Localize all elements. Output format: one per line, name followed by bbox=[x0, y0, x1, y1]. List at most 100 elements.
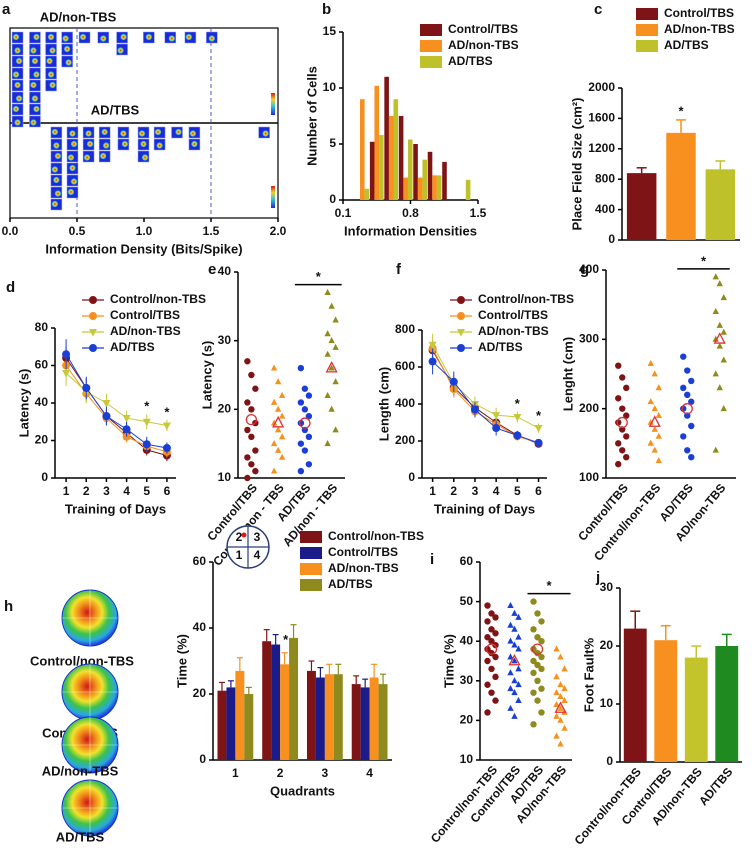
y-tick-label: 0 bbox=[41, 470, 48, 484]
point bbox=[270, 467, 278, 474]
point bbox=[538, 618, 545, 625]
inset-label: 2 bbox=[236, 530, 243, 544]
point bbox=[511, 641, 518, 648]
bar bbox=[262, 641, 272, 760]
point bbox=[647, 439, 654, 446]
y-tick-label: 40 bbox=[460, 633, 474, 647]
point bbox=[538, 709, 545, 716]
inset-label: 3 bbox=[254, 530, 261, 544]
x-tick-label: 1.0 bbox=[136, 224, 153, 238]
x-tick-label: 4 bbox=[366, 766, 373, 780]
legend-swatch bbox=[300, 531, 322, 543]
point bbox=[553, 645, 560, 652]
point bbox=[553, 673, 560, 680]
point bbox=[484, 645, 491, 653]
point bbox=[680, 433, 687, 440]
y-tick-label: 60 bbox=[35, 358, 49, 372]
tile-field bbox=[208, 34, 216, 43]
point bbox=[615, 460, 622, 468]
bar bbox=[235, 670, 245, 760]
tile-field bbox=[101, 128, 109, 136]
point bbox=[534, 649, 541, 657]
legend-marker bbox=[89, 344, 97, 352]
point bbox=[680, 405, 687, 412]
point bbox=[684, 391, 691, 398]
y-tick-label: 0 bbox=[606, 754, 613, 768]
bar bbox=[369, 677, 379, 760]
point bbox=[488, 626, 495, 633]
bar bbox=[626, 173, 657, 240]
point bbox=[511, 609, 518, 616]
point bbox=[297, 467, 305, 475]
tile-field bbox=[139, 140, 148, 148]
point bbox=[557, 692, 564, 700]
point bbox=[507, 685, 514, 692]
tile-field bbox=[67, 153, 75, 162]
y-tick-label: 100 bbox=[579, 470, 599, 484]
mean-marker bbox=[325, 360, 338, 373]
point bbox=[492, 614, 499, 621]
annotation: * bbox=[144, 399, 150, 414]
tile-field bbox=[155, 141, 164, 150]
point bbox=[655, 456, 662, 464]
point bbox=[655, 432, 662, 439]
point bbox=[619, 374, 626, 381]
point bbox=[507, 704, 514, 711]
legend-marker bbox=[89, 329, 97, 337]
bar bbox=[403, 177, 408, 200]
y-tick-label: 20 bbox=[218, 402, 232, 416]
y-tick-label: 200 bbox=[395, 433, 415, 447]
point bbox=[651, 446, 658, 453]
point bbox=[301, 406, 309, 413]
point bbox=[492, 697, 499, 704]
x-tick-label: 4 bbox=[123, 484, 130, 498]
point bbox=[680, 353, 687, 360]
point bbox=[248, 461, 255, 468]
point bbox=[252, 467, 259, 475]
point bbox=[270, 398, 278, 405]
y-tick-label: 40 bbox=[35, 395, 49, 409]
point bbox=[712, 446, 719, 453]
significance-label: * bbox=[316, 269, 322, 284]
legend-marker bbox=[457, 296, 465, 304]
tile-field bbox=[174, 128, 183, 136]
point bbox=[619, 447, 626, 454]
bar bbox=[351, 684, 361, 760]
point bbox=[530, 669, 537, 677]
y-tick-label: 60 bbox=[460, 554, 474, 568]
point bbox=[274, 378, 282, 385]
bar bbox=[364, 188, 370, 200]
point bbox=[684, 447, 691, 454]
tile-field bbox=[154, 128, 162, 136]
tile-field bbox=[12, 105, 20, 113]
y-tick-label: 400 bbox=[579, 262, 599, 276]
bar bbox=[417, 177, 423, 200]
point bbox=[332, 378, 339, 385]
point bbox=[484, 681, 491, 688]
bar bbox=[427, 151, 433, 200]
point bbox=[534, 425, 543, 433]
legend-marker bbox=[457, 312, 465, 320]
tile-field bbox=[48, 81, 57, 89]
point bbox=[515, 665, 522, 672]
point bbox=[647, 359, 654, 366]
legend-swatch bbox=[300, 563, 322, 575]
point bbox=[428, 357, 437, 366]
point bbox=[122, 415, 131, 423]
point bbox=[492, 424, 501, 433]
y-tick-label: 20 bbox=[600, 638, 614, 652]
bar bbox=[442, 161, 447, 200]
x-tick-label: 1 bbox=[63, 484, 70, 498]
y-axis-title: Lenght (cm) bbox=[560, 337, 575, 411]
point bbox=[328, 336, 335, 344]
point bbox=[305, 413, 313, 420]
point bbox=[488, 610, 495, 617]
legend-label: AD/non-TBS bbox=[328, 561, 399, 575]
point bbox=[274, 426, 282, 433]
point bbox=[244, 358, 251, 365]
bar bbox=[384, 76, 389, 200]
tile-field bbox=[29, 118, 38, 127]
point bbox=[484, 657, 491, 665]
point bbox=[507, 637, 514, 644]
